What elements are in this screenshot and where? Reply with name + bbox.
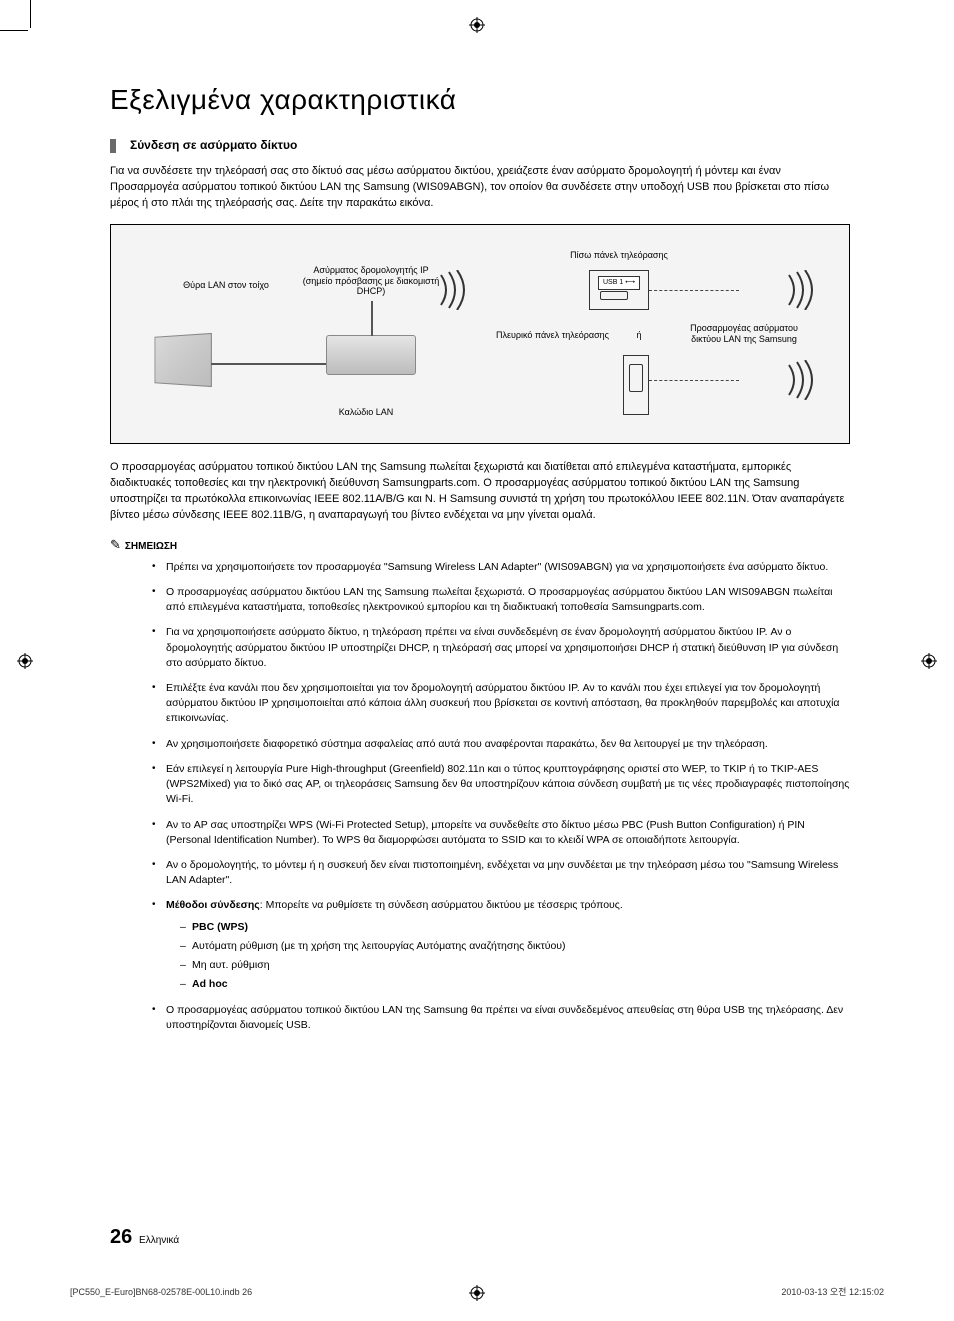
diagram-label-wall: Θύρα LAN στον τοίχο	[171, 280, 281, 291]
note-icon: ✎	[110, 536, 121, 554]
crop-mark	[30, 0, 31, 28]
crop-mark	[0, 30, 28, 31]
diagram-label-tv-side: Πλευρικό πάνελ τηλεόρασης	[469, 330, 609, 341]
dashed-link	[649, 380, 739, 381]
list-item: Αν χρησιμοποιήσετε διαφορετικό σύστημα α…	[152, 737, 850, 752]
diagram-label-router: Ασύρματος δρομολογητής IP (σημείο πρόσβα…	[301, 265, 441, 297]
list-item-methods: Μέθοδοι σύνδεσης: Μπορείτε να ρυθμίσετε …	[152, 898, 850, 992]
methods-rest: : Μπορείτε να ρυθμίσετε τη σύνδεση ασύρμ…	[260, 899, 623, 911]
wall-jack-icon	[155, 333, 212, 387]
list-item: Αν το AP σας υποστηρίζει WPS (Wi-Fi Prot…	[152, 818, 850, 848]
paragraph-2: Ο προσαρμογέας ασύρματου τοπικού δικτύου…	[110, 460, 850, 524]
notes-list: Πρέπει να χρησιμοποιήσετε τον προσαρμογέ…	[152, 560, 850, 1033]
tv-side-panel-icon	[623, 355, 649, 415]
lan-cable-line	[211, 363, 326, 365]
registration-mark-icon	[469, 1285, 485, 1301]
note-header: ✎ ΣΗΜΕΙΩΣΗ	[110, 536, 850, 554]
wifi-arcs-icon	[784, 270, 814, 310]
wifi-arcs-icon	[436, 270, 466, 310]
diagram-label-adapter: Προσαρμογέας ασύρματου δικτύου LAN της S…	[674, 323, 814, 345]
section-header: Σύνδεση σε ασύρματο δίκτυο	[110, 137, 850, 154]
list-item: Επιλέξτε ένα κανάλι που δεν χρησιμοποιεί…	[152, 681, 850, 727]
method-pbc: PBC (WPS)	[192, 921, 248, 933]
page-title: Εξελιγμένα χαρακτηριστικά	[110, 80, 850, 119]
list-item: Αν ο δρομολογητής, το μόντεμ ή η συσκευή…	[152, 858, 850, 888]
methods-label: Μέθοδοι σύνδεσης	[166, 899, 260, 911]
list-item: Πρέπει να χρησιμοποιήσετε τον προσαρμογέ…	[152, 560, 850, 575]
sub-item: Αυτόματη ρύθμιση (με τη χρήση της λειτου…	[180, 939, 850, 954]
page-number: 26 Ελληνικά	[110, 1223, 179, 1251]
registration-mark-icon	[17, 653, 33, 669]
usb-slot-icon	[600, 291, 628, 300]
wifi-arcs-icon	[784, 360, 814, 400]
footer-right: 2010-03-13 오전 12:15:02	[781, 1286, 884, 1299]
list-item: Ο προσαρμογέας ασύρματου δικτύου LAN της…	[152, 585, 850, 615]
sub-item: PBC (WPS)	[180, 920, 850, 935]
list-item: Εάν επιλεγεί η λειτουργία Pure High-thro…	[152, 762, 850, 808]
page-language: Ελληνικά	[139, 1235, 179, 1246]
dashed-link	[649, 290, 739, 291]
note-label: ΣΗΜΕΙΩΣΗ	[125, 540, 177, 554]
method-adhoc: Ad hoc	[192, 978, 228, 990]
diagram-label-cable: Καλώδιο LAN	[311, 407, 421, 418]
page-number-value: 26	[110, 1226, 132, 1248]
sub-item: Μη αυτ. ρύθμιση	[180, 958, 850, 973]
registration-mark-icon	[921, 653, 937, 669]
section-title: Σύνδεση σε ασύρματο δίκτυο	[130, 137, 297, 154]
router-icon	[326, 335, 416, 375]
usb1-label: USB 1 ⟷	[598, 276, 640, 290]
tv-back-panel-icon: USB 1 ⟷	[589, 270, 649, 310]
usb-slot-icon	[629, 364, 643, 392]
methods-sublist: PBC (WPS) Αυτόματη ρύθμιση (με τη χρήση …	[180, 920, 850, 993]
section-bar-icon	[110, 139, 116, 153]
intro-paragraph: Για να συνδέσετε την τηλεόρασή σας στο δ…	[110, 164, 850, 212]
footer-left: [PC550_E-Euro]BN68-02578E-00L10.indb 26	[70, 1286, 252, 1299]
connection-diagram: Θύρα LAN στον τοίχο Ασύρματος δρομολογητ…	[110, 224, 850, 444]
list-item: Ο προσαρμογέας ασύρματου τοπικού δικτύου…	[152, 1003, 850, 1033]
sub-item: Ad hoc	[180, 977, 850, 992]
page-content: Εξελιγμένα χαρακτηριστικά Σύνδεση σε ασύ…	[110, 80, 850, 1043]
list-item: Για να χρησιμοποιήσετε ασύρματο δίκτυο, …	[152, 625, 850, 671]
diagram-label-or: ή	[629, 330, 649, 341]
diagram-label-tv-back: Πίσω πάνελ τηλεόρασης	[549, 250, 689, 261]
registration-mark-icon	[469, 17, 485, 33]
